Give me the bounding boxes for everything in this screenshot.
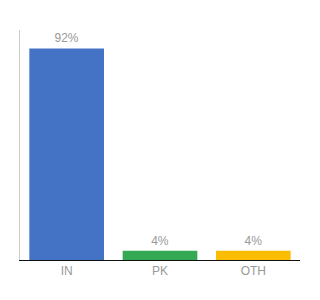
svg-text:PK: PK: [152, 264, 168, 278]
svg-text:4%: 4%: [151, 234, 169, 248]
svg-text:IN: IN: [61, 264, 73, 278]
svg-text:92%: 92%: [54, 31, 78, 45]
svg-text:4%: 4%: [244, 234, 262, 248]
svg-text:OTH: OTH: [241, 264, 266, 278]
